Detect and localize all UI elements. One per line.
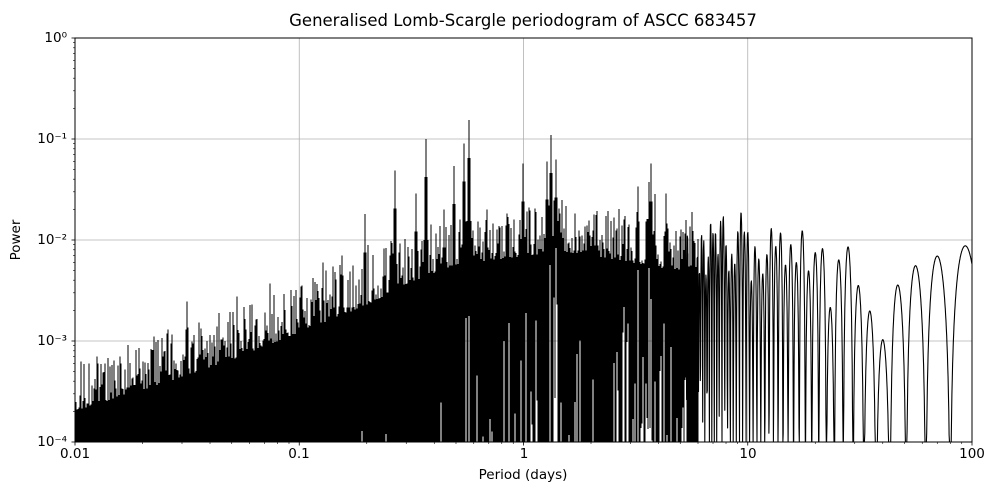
y-tick-label: 10⁻³: [37, 333, 67, 349]
y-tick-label: 10⁻⁴: [37, 434, 67, 450]
x-tick-label: 0.01: [59, 446, 91, 462]
x-tick-label: 1: [519, 446, 529, 462]
y-tick-label: 10⁰: [44, 30, 67, 46]
x-axis-label: Period (days): [478, 467, 568, 483]
y-tick-label: 10⁻²: [37, 232, 67, 248]
chart-title: Generalised Lomb-Scargle periodogram of …: [289, 11, 757, 30]
plot-border: [74, 37, 973, 443]
x-tick-label: 10: [739, 446, 757, 462]
x-tick-label: 0.1: [288, 446, 310, 462]
x-tick-label: 100: [959, 446, 985, 462]
y-tick-label: 10⁻¹: [37, 131, 67, 147]
periodogram-series: [75, 119, 972, 442]
